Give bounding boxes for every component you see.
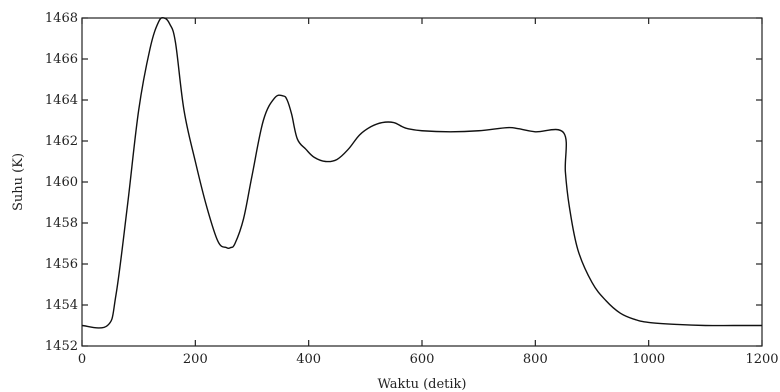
y-tick-label: 1462 (45, 134, 78, 149)
y-tick-label: 1468 (45, 11, 78, 26)
y-axis-label: Suhu (K) (11, 153, 26, 211)
y-tick-label: 1452 (45, 339, 78, 354)
x-tick-label: 800 (523, 352, 548, 367)
y-axis-tick-labels: 1452 1454 1456 1458 1460 1462 1464 1466 1468 (45, 11, 78, 354)
x-axis-tick-labels: 0 200 400 600 800 1000 1200 (78, 352, 779, 367)
y-tick-label: 1464 (45, 93, 78, 108)
x-tick-label: 400 (296, 352, 321, 367)
y-tick-label: 1456 (45, 257, 78, 272)
plot-frame (81, 17, 763, 347)
x-tick-label: 200 (183, 352, 208, 367)
x-tick-label: 1200 (745, 352, 778, 367)
y-tick-label: 1466 (45, 52, 78, 67)
y-tick-label: 1454 (45, 298, 78, 313)
x-tick-label: 0 (78, 352, 86, 367)
x-tick-label: 600 (410, 352, 435, 367)
x-tick-label: 1000 (632, 352, 665, 367)
x-axis-label: Waktu (detik) (377, 377, 466, 392)
y-tick-label: 1458 (45, 216, 78, 231)
axis-ticks (81, 17, 763, 347)
temperature-series-line (81, 16, 762, 329)
y-tick-label: 1460 (45, 175, 78, 190)
